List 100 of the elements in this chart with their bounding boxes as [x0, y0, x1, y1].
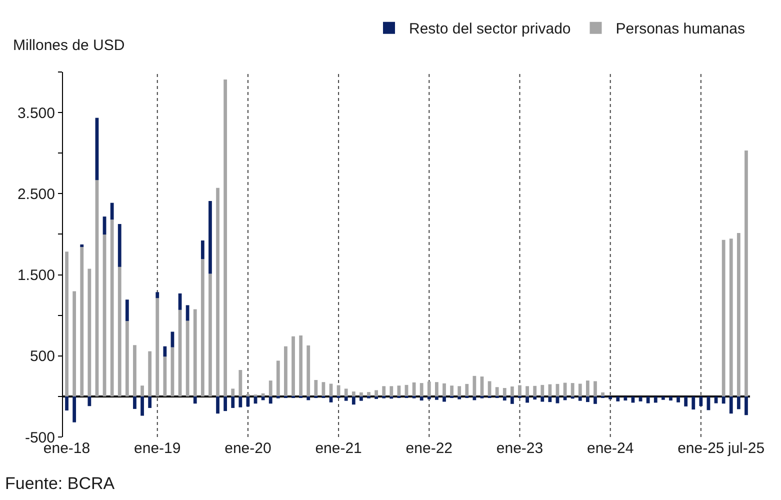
bar [729, 396, 733, 414]
bar [170, 332, 174, 348]
bar [193, 309, 197, 396]
bar [231, 396, 235, 408]
bar [518, 385, 522, 396]
bar [722, 396, 726, 404]
bar [156, 292, 160, 298]
bar [669, 396, 672, 400]
legend-label: Resto del sector privado [409, 20, 571, 38]
bar [495, 387, 499, 396]
bar [654, 396, 658, 403]
bar [268, 396, 272, 404]
bar [744, 396, 748, 416]
bar [442, 396, 446, 402]
bar [390, 386, 394, 396]
bar [442, 383, 446, 396]
bar [427, 382, 431, 396]
bar [299, 335, 303, 396]
x-tick-label: jul-25 [726, 440, 765, 457]
bar [200, 259, 204, 396]
bar [578, 384, 582, 396]
bar [65, 252, 68, 396]
bar [374, 390, 378, 396]
bar [548, 384, 552, 396]
bar [231, 388, 235, 396]
bar [556, 396, 560, 404]
bar [163, 346, 167, 357]
bar [502, 388, 506, 396]
bar [80, 244, 84, 247]
bar [390, 396, 394, 399]
bar [608, 396, 612, 400]
bar [420, 383, 424, 396]
bar [216, 188, 220, 396]
bar [186, 320, 190, 396]
bar [526, 396, 529, 403]
y-tick-label: 500 [30, 348, 55, 366]
bar [125, 321, 129, 396]
y-tick-label: 2.500 [17, 186, 55, 203]
bar [133, 345, 136, 396]
bar [208, 274, 212, 396]
legend-label: Personas humanas [616, 20, 745, 38]
bar [238, 370, 242, 396]
bar [140, 396, 144, 416]
bar [465, 384, 469, 396]
bar [578, 396, 582, 401]
bar [526, 386, 529, 396]
bar [676, 396, 680, 402]
bar [661, 396, 665, 400]
bar [88, 396, 92, 406]
bar [292, 336, 295, 396]
bar [186, 305, 190, 321]
bar [624, 396, 628, 400]
bar [729, 238, 733, 396]
bar [65, 396, 68, 410]
bar [148, 396, 152, 408]
bar [714, 396, 718, 404]
bar [360, 396, 363, 401]
bar [88, 268, 92, 396]
bar [540, 396, 544, 402]
bar [540, 384, 544, 396]
bar [140, 386, 144, 396]
bar [163, 356, 167, 396]
x-tick-label: ene-21 [315, 440, 362, 457]
bar [510, 386, 514, 396]
bar [382, 386, 386, 396]
x-tick-label: ene-19 [134, 440, 181, 457]
bar [261, 396, 265, 400]
bar [72, 291, 76, 396]
bar [238, 396, 242, 408]
bar [344, 396, 348, 401]
bar [412, 382, 416, 396]
bar [638, 396, 642, 402]
bar [646, 396, 650, 404]
bar [156, 298, 160, 396]
bar [367, 392, 370, 396]
bar [736, 396, 740, 410]
bar [72, 396, 76, 422]
bar [193, 396, 197, 404]
x-tick-label: ene-25 [678, 440, 724, 457]
bar [344, 388, 348, 396]
bar [458, 396, 462, 400]
bar [306, 396, 310, 400]
bar [118, 266, 122, 396]
bar [699, 396, 703, 406]
bar [125, 300, 129, 322]
bar [563, 382, 567, 396]
bar [586, 396, 590, 402]
y-tick-label: 1.500 [17, 267, 55, 284]
y-axis-title: Millones de USD [13, 37, 125, 54]
bar [427, 396, 431, 400]
bar [329, 396, 333, 402]
bar [510, 396, 514, 404]
bar [216, 396, 220, 414]
bar [435, 382, 438, 396]
bar [314, 380, 318, 396]
bar [586, 380, 590, 396]
bar [744, 150, 748, 396]
bar [570, 396, 574, 399]
bar [352, 396, 356, 405]
bar [224, 80, 228, 396]
